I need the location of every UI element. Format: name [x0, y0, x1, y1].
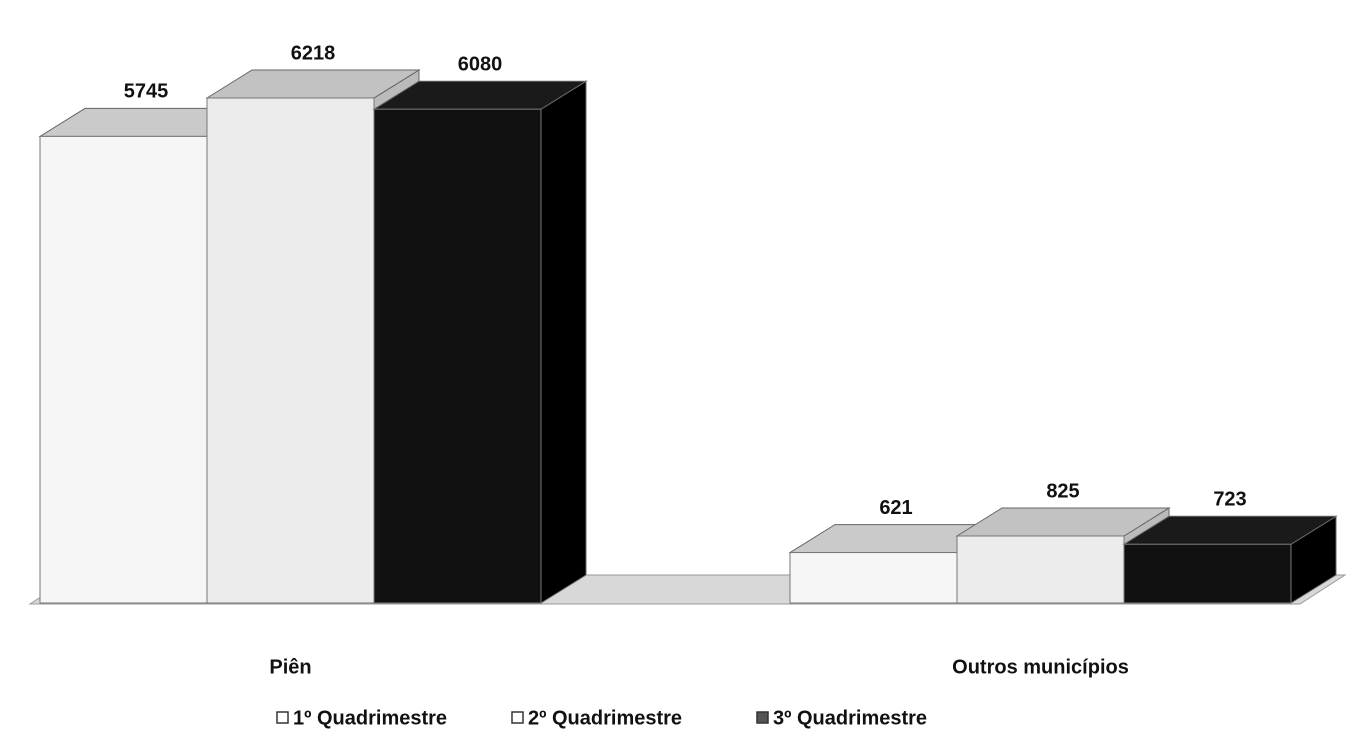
legend-swatch: [511, 711, 524, 724]
data-label: 6218: [291, 42, 336, 64]
legend-label: 2º Quadrimestre: [528, 707, 682, 729]
bar: [789, 552, 958, 604]
bar: [1123, 543, 1292, 604]
data-label: 723: [1213, 489, 1246, 511]
legend-swatch: [276, 711, 289, 724]
bar-side: [540, 80, 587, 604]
bar: [39, 135, 208, 604]
category-label: Outros municípios: [952, 656, 1129, 678]
data-label: 6080: [458, 53, 503, 75]
bar: [206, 97, 375, 604]
legend-swatch: [756, 711, 769, 724]
category-label: Piên: [269, 656, 311, 678]
legend-label: 3º Quadrimestre: [773, 707, 927, 729]
data-label: 5745: [124, 81, 169, 103]
bar: [956, 535, 1125, 604]
data-label: 825: [1046, 480, 1079, 502]
bar: [373, 108, 542, 604]
data-label: 621: [879, 497, 912, 519]
legend-label: 1º Quadrimestre: [293, 707, 447, 729]
